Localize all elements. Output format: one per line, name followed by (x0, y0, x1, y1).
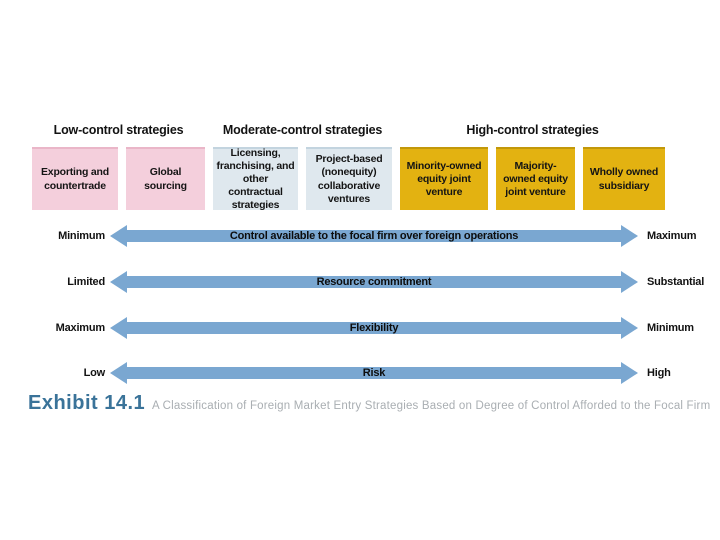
arrow-label: Risk (362, 367, 386, 379)
exhibit-number: Exhibit 14.1 (28, 392, 146, 414)
arrowhead-right-icon (621, 225, 638, 247)
arrow-left-label: Maximum (55, 322, 106, 334)
double-arrow: Risk (110, 362, 638, 384)
arrow-label: Resource commitment (316, 276, 432, 288)
arrow-left-label: Low (83, 367, 106, 379)
header-low-control: Low-control strategies (53, 123, 184, 137)
arrow-row-risk: Low Risk High (0, 362, 720, 384)
arrow-row-resource-commitment: Limited Resource commitment Substantial (0, 271, 720, 293)
exhibit-caption: A Classification of Foreign Market Entry… (152, 400, 711, 412)
arrow-right-label: Minimum (647, 322, 694, 334)
strategy-boxes-row: Exporting and countertrade Global sourci… (32, 147, 665, 211)
header-high-control: High-control strategies (466, 123, 599, 137)
arrow-label: Control available to the focal firm over… (229, 230, 519, 242)
strategy-box-licensing-franchising: Licensing, franchising, and other contra… (213, 147, 298, 211)
double-arrow: Flexibility (110, 317, 638, 339)
arrow-row-flexibility: Maximum Flexibility Minimum (0, 317, 720, 339)
strategy-box-minority-joint-venture: Minority-owned equity joint venture (400, 147, 488, 210)
arrow-right-label: Substantial (647, 276, 705, 288)
arrow-left-label: Limited (67, 276, 105, 288)
arrowhead-left-icon (110, 317, 127, 339)
arrow-right-label: Maximum (647, 230, 697, 242)
arrow-right-label: High (647, 367, 671, 379)
arrow-shaft (125, 367, 623, 379)
strategy-box-global-sourcing: Global sourcing (126, 147, 205, 210)
arrow-row-control: Minimum Control available to the focal f… (0, 225, 720, 247)
strategy-box-exporting-countertrade: Exporting and countertrade (32, 147, 118, 210)
arrowhead-left-icon (110, 225, 127, 247)
arrowhead-right-icon (621, 317, 638, 339)
double-arrow: Resource commitment (110, 271, 638, 293)
strategy-box-majority-joint-venture: Majority-owned equity joint venture (496, 147, 575, 210)
strategy-box-wholly-owned-subsidiary: Wholly owned subsidiary (583, 147, 665, 210)
double-arrow: Control available to the focal firm over… (110, 225, 638, 247)
arrowhead-left-icon (110, 362, 127, 384)
arrow-shaft (125, 276, 623, 288)
arrow-shaft (125, 322, 623, 334)
strategy-box-project-based-ventures: Project-based (nonequity) collaborative … (306, 147, 392, 210)
arrowhead-right-icon (621, 271, 638, 293)
arrow-shaft (125, 230, 623, 242)
arrow-label: Flexibility (349, 322, 399, 334)
header-moderate-control: Moderate-control strategies (222, 123, 383, 137)
arrowhead-left-icon (110, 271, 127, 293)
arrow-left-label: Minimum (58, 230, 105, 242)
arrowhead-right-icon (621, 362, 638, 384)
